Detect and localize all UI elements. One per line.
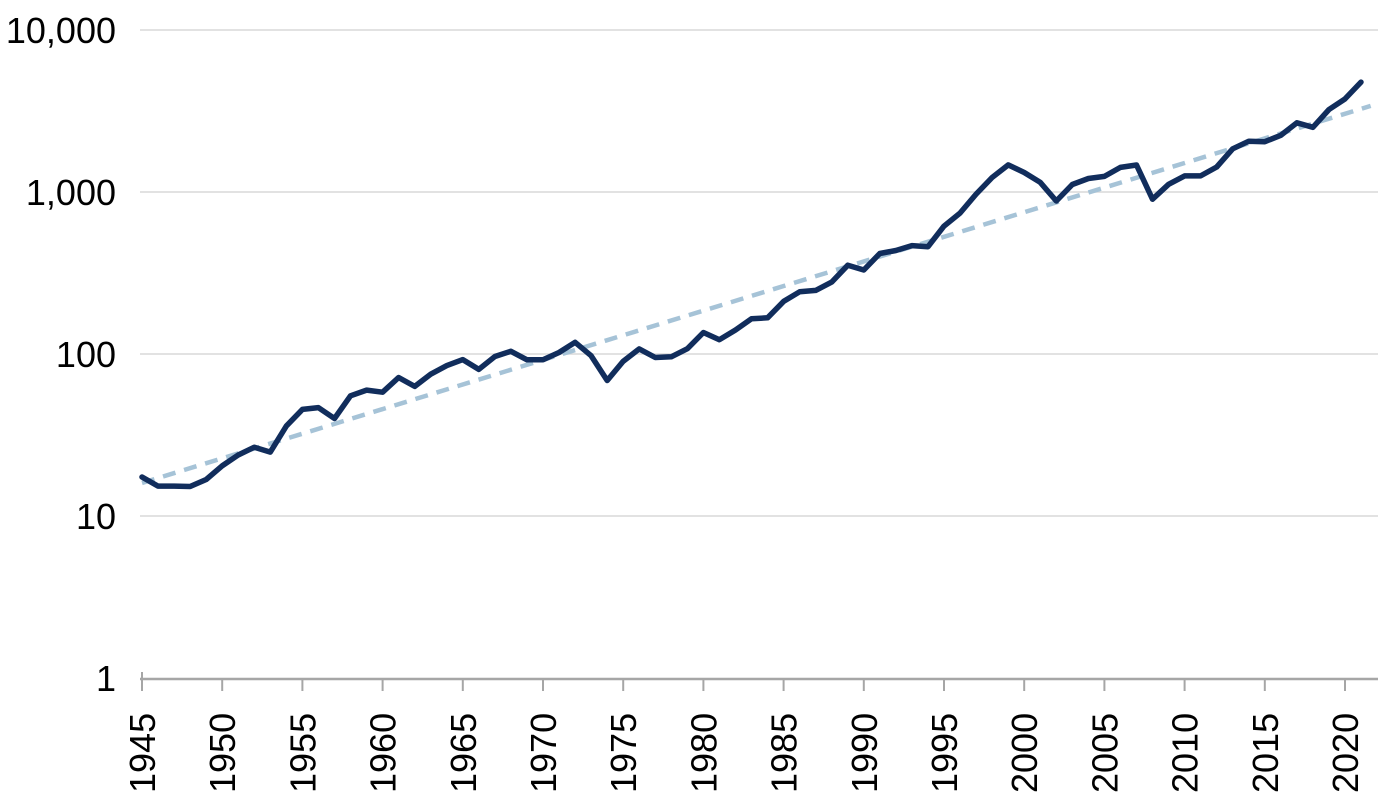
x-axis-tick-label: 1995 xyxy=(924,713,965,793)
x-axis-tick-label: 1970 xyxy=(523,713,564,793)
x-axis-tick-label: 1945 xyxy=(122,713,163,793)
x-axis-tick-labels: 1945 1950 1955 1960 1965 1970 1975 1980 1985 1990… xyxy=(122,713,1366,793)
series-trendline-dashed xyxy=(141,103,1372,486)
x-axis-tick-label: 2000 xyxy=(1004,713,1045,793)
y-axis-tick-labels: 1 10 100 1,000 10,000 xyxy=(6,10,116,699)
x-axis-tick-label: 2020 xyxy=(1325,713,1366,793)
x-axis-tick-label: 1985 xyxy=(764,713,805,793)
x-axis-tick-label: 1955 xyxy=(282,713,323,793)
x-axis-tick-label: 2005 xyxy=(1084,713,1125,793)
x-axis-tick-label: 1975 xyxy=(603,713,644,793)
x-axis-tick-label: 2015 xyxy=(1245,713,1286,793)
x-axis-tick-label: 1990 xyxy=(844,713,885,793)
series-index-line-solid xyxy=(139,79,1364,490)
x-axis-tick-label: 2010 xyxy=(1165,713,1206,793)
y-axis-tick-label: 10,000 xyxy=(6,10,116,51)
x-axis-tick-label: 1980 xyxy=(683,713,724,793)
x-axis-tick-label: 1965 xyxy=(443,713,484,793)
y-axis-tick-label: 10 xyxy=(76,496,116,537)
y-axis-tick-label: 100 xyxy=(56,334,116,375)
x-axis-tick-label: 1960 xyxy=(363,713,404,793)
gridlines xyxy=(140,29,1378,681)
y-axis-tick-label: 1,000 xyxy=(26,172,116,213)
x-axis-tick-label: 1950 xyxy=(202,713,243,793)
x-axis-ticks xyxy=(141,672,1346,691)
y-axis-tick-label: 1 xyxy=(96,658,116,699)
